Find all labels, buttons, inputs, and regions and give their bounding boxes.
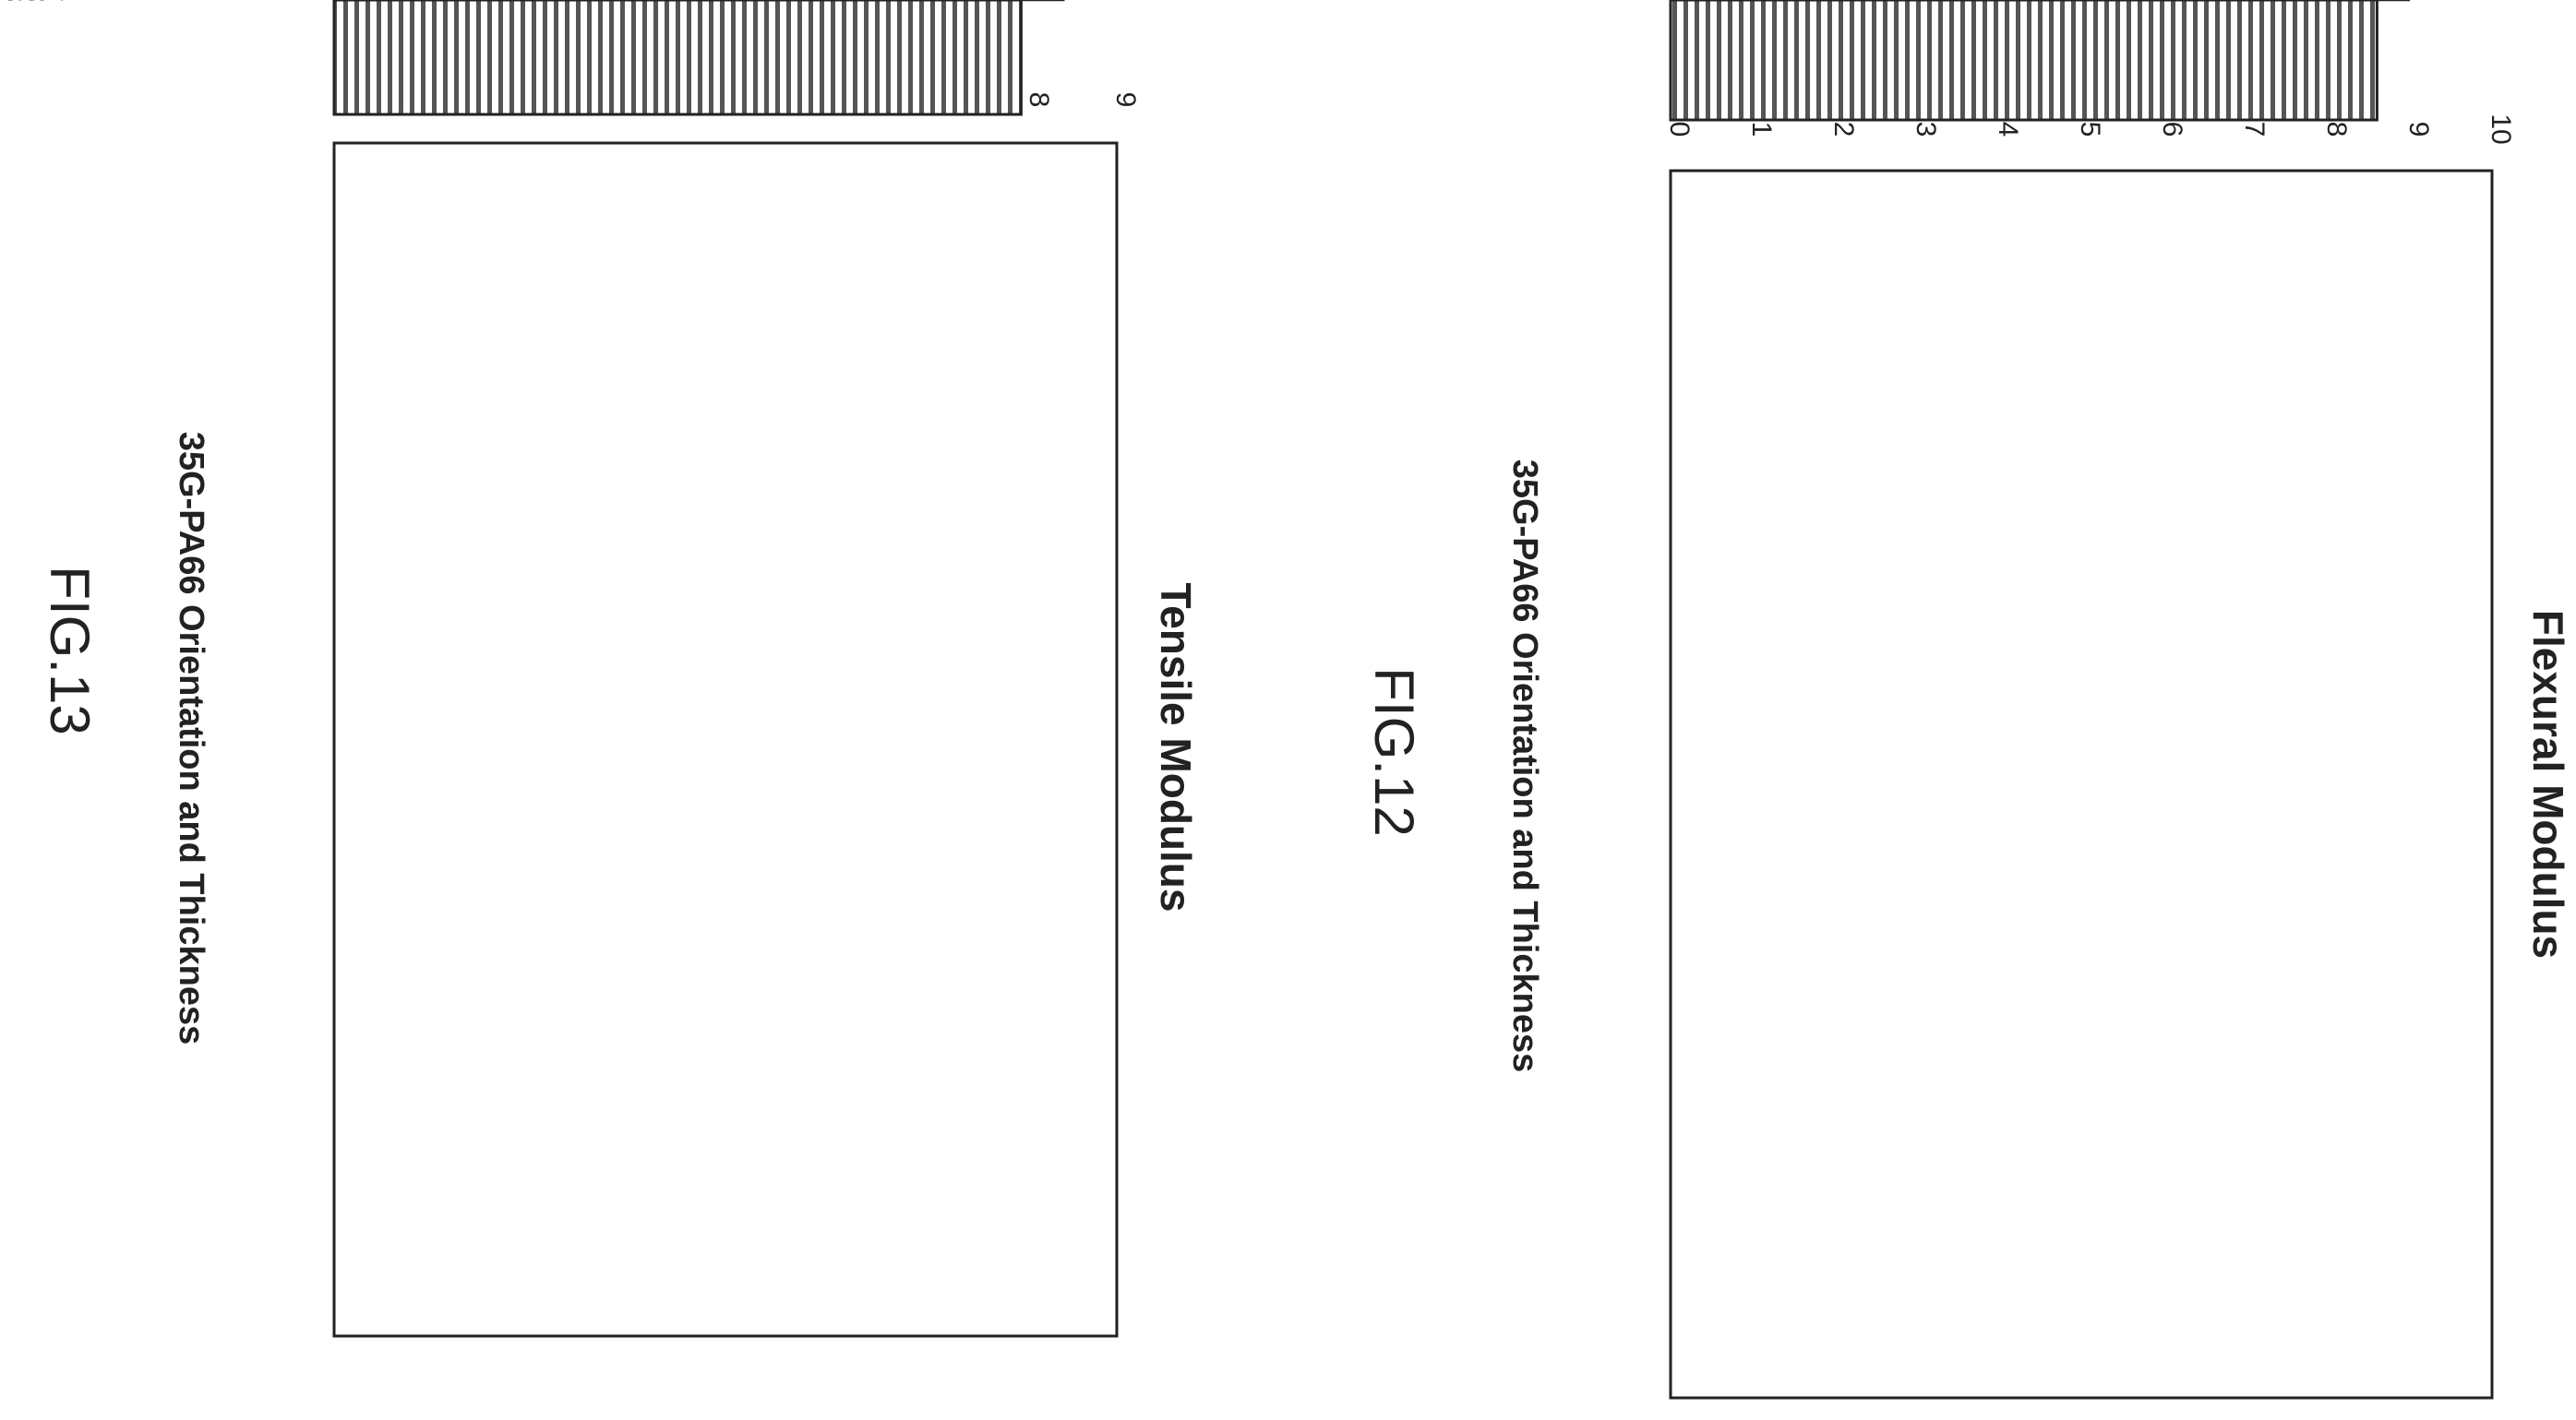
category-label: 35G-PA66 3.1mm	[0, 0, 102, 6]
y-tick-label: 3	[1911, 122, 1941, 137]
y-tick-label: 10	[2486, 113, 2516, 144]
plot-frame	[332, 141, 1119, 1338]
category-label: Machine 0.9mm	[0, 0, 92, 6]
figure-label: FIG.12	[1363, 667, 1425, 836]
y-tick-label: 0	[1664, 122, 1695, 137]
x-axis-title: 35G-PA66 Orientation and Thickness	[172, 432, 210, 1044]
y-tick-label: 6	[2157, 122, 2187, 137]
category-label: Perpendicular	[0, 0, 79, 6]
figure-label: FIG.13	[39, 566, 101, 734]
chart-title: Tensile Modulus	[1152, 583, 1200, 913]
y-tick-label: 9	[1110, 92, 1141, 108]
y-tick-label: 1	[1746, 122, 1777, 137]
y-tick-label: 2	[1828, 122, 1859, 137]
category-label: Neat PA66 3.1mm	[0, 0, 104, 6]
category-label: Neat PA66 3.1mm	[0, 0, 104, 6]
category-label: 35G-PA66 3.1mm	[0, 0, 102, 6]
plot-frame	[1669, 169, 2494, 1400]
bar-4	[1669, 0, 2378, 122]
y-tick-label: 8	[1024, 92, 1054, 108]
y-tick-label: 7	[2239, 122, 2270, 137]
category-label: 0.9mm	[0, 0, 40, 6]
y-tick-label: 9	[2403, 122, 2434, 137]
category-label: 0.9mm	[0, 0, 40, 6]
x-axis-title: 35G-PA66 Orientation and Thickness	[1505, 459, 1544, 1072]
y-tick-label: 5	[2075, 122, 2105, 137]
category-label: Machine 0.9mm	[0, 0, 92, 6]
bar-4	[332, 0, 1023, 116]
chart-title: Flexural Modulus	[2524, 610, 2572, 959]
y-tick-label: 8	[2321, 122, 2352, 137]
y-tick-label: 4	[1993, 122, 2023, 137]
chart-2: 0123456789Modulus (GPa)Tensile ModulusFI…	[0, 0, 1200, 1338]
category-label: Perpendicular	[0, 0, 79, 6]
